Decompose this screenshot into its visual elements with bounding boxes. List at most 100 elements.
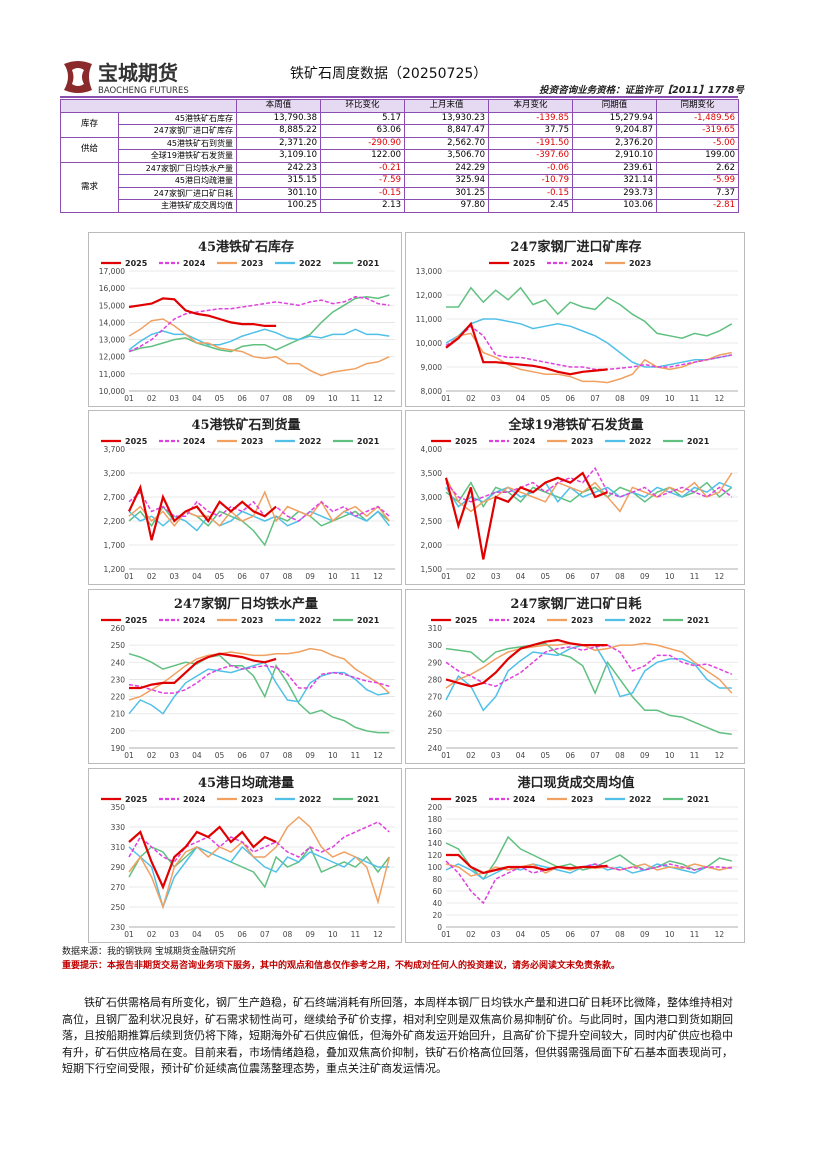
y-tick-label: 8,000 (421, 387, 443, 396)
value-cell: -10.79 (488, 174, 573, 188)
y-tick-label: 80 (432, 875, 442, 884)
legend-label: 2023 (571, 437, 593, 446)
table-row: 247家钢厂进口矿日耗 301.10 -0.15 301.25 -0.15 293.73 7… (61, 186, 739, 200)
value-cell: 2,376.20 (572, 136, 657, 150)
legend-label: 2022 (629, 616, 651, 625)
x-tick-label: 08 (615, 572, 625, 581)
legend-label: 2023 (241, 259, 263, 268)
table-row: 库存 45港铁矿石库存 13,790.38 5.17 13,930.23 -139.85 1… (60, 111, 739, 138)
row-label: 45港铁矿石库存 (118, 111, 237, 125)
x-tick-label: 08 (615, 930, 625, 939)
header-cell: 本周值 (236, 99, 321, 113)
x-tick-label: 05 (215, 930, 225, 939)
chart-title: 247家钢厂进口矿库存 (510, 239, 641, 255)
series-line (128, 652, 390, 734)
series-line (445, 321, 608, 376)
row-label: 45港日均疏港量 (118, 174, 237, 188)
x-tick-label: 12 (373, 394, 383, 403)
x-tick-label: 01 (441, 394, 451, 403)
legend-label: 2024 (513, 616, 536, 625)
x-tick-label: 01 (441, 572, 451, 581)
x-tick-label: 10 (665, 394, 675, 403)
logo-emblem-inner (72, 68, 84, 86)
header-cell: 本月变化 (488, 99, 573, 113)
x-tick-label: 12 (715, 930, 725, 939)
x-tick-label: 11 (351, 394, 361, 403)
legend-label: 2025 (455, 616, 478, 625)
x-tick-label: 09 (640, 572, 650, 581)
y-tick-label: 3,500 (421, 469, 443, 478)
y-tick-label: 1,500 (421, 565, 443, 574)
series-line (444, 471, 608, 560)
y-tick-label: 17,000 (99, 267, 125, 276)
value-cell: -1,489.56 (656, 111, 739, 125)
x-tick-label: 07 (260, 394, 270, 403)
value-cell: -0.15 (320, 186, 405, 200)
legend-label: 2021 (357, 437, 380, 446)
legend-label: 2022 (629, 795, 651, 804)
legend-label: 2021 (687, 616, 710, 625)
table-row: 247家钢厂进口矿库存 8,885.22 63.06 8,847.47 37.75 9,2… (61, 124, 739, 138)
value-cell: 3,109.10 (236, 149, 321, 163)
x-tick-label: 05 (541, 394, 551, 403)
y-tick-label: 11,000 (416, 315, 442, 324)
legend-label: 2024 (183, 259, 206, 268)
legend-label: 2025 (125, 437, 148, 446)
series-line (445, 318, 732, 368)
y-tick-label: 20 (432, 911, 442, 920)
legend-label: 2023 (629, 259, 651, 268)
legend-label: 2025 (513, 259, 536, 268)
x-tick-label: 11 (351, 751, 361, 760)
y-tick-label: 1,700 (104, 541, 126, 550)
series-line (446, 853, 608, 875)
y-tick-label: 230 (111, 923, 126, 932)
x-tick-label: 08 (283, 930, 293, 939)
series-line (128, 297, 277, 327)
y-tick-label: 100 (428, 863, 443, 872)
chart: 港口现货成交周均值 0 20 40 60 80 100 120 140 160 180 200 01 02… (405, 768, 745, 943)
value-cell: 2,562.70 (404, 136, 489, 150)
x-tick-label: 02 (466, 572, 476, 581)
chart-title: 45港铁矿石到货量 (191, 417, 300, 433)
x-tick-label: 10 (328, 930, 338, 939)
y-tick-label: 2,700 (104, 493, 126, 502)
x-tick-label: 02 (466, 930, 476, 939)
x-tick-label: 06 (565, 751, 575, 760)
value-cell: 199.00 (656, 149, 739, 163)
x-tick-label: 06 (237, 394, 247, 403)
value-cell: 97.80 (404, 199, 489, 213)
x-tick-label: 12 (715, 394, 725, 403)
series-line (128, 664, 390, 694)
series-line (445, 642, 733, 694)
x-tick-label: 02 (147, 930, 157, 939)
y-tick-label: 2,200 (104, 517, 126, 526)
y-tick-label: 310 (428, 624, 443, 633)
y-tick-label: 3,000 (421, 493, 443, 502)
y-tick-label: 2,000 (421, 541, 443, 550)
value-cell: 9,204.87 (572, 124, 657, 138)
x-tick-label: 03 (491, 930, 501, 939)
x-tick-label: 03 (491, 751, 501, 760)
x-tick-label: 11 (351, 930, 361, 939)
x-tick-label: 02 (147, 394, 157, 403)
x-tick-label: 04 (516, 394, 526, 403)
x-tick-label: 11 (690, 394, 700, 403)
series-line (445, 835, 732, 881)
value-cell: 242.29 (404, 161, 489, 175)
y-tick-label: 120 (428, 851, 443, 860)
x-tick-label: 08 (615, 394, 625, 403)
x-tick-label: 04 (192, 751, 202, 760)
y-tick-label: 14,000 (99, 318, 125, 327)
legend-label: 2022 (299, 795, 321, 804)
x-tick-label: 09 (305, 930, 315, 939)
legend-label: 2024 (513, 795, 536, 804)
series-line (445, 325, 732, 371)
series-line (128, 328, 390, 351)
x-tick-label: 06 (565, 930, 575, 939)
x-tick-label: 06 (237, 572, 247, 581)
x-tick-label: 01 (441, 751, 451, 760)
series-line (129, 652, 277, 690)
series-line (128, 483, 277, 541)
value-cell: -397.60 (488, 149, 573, 163)
